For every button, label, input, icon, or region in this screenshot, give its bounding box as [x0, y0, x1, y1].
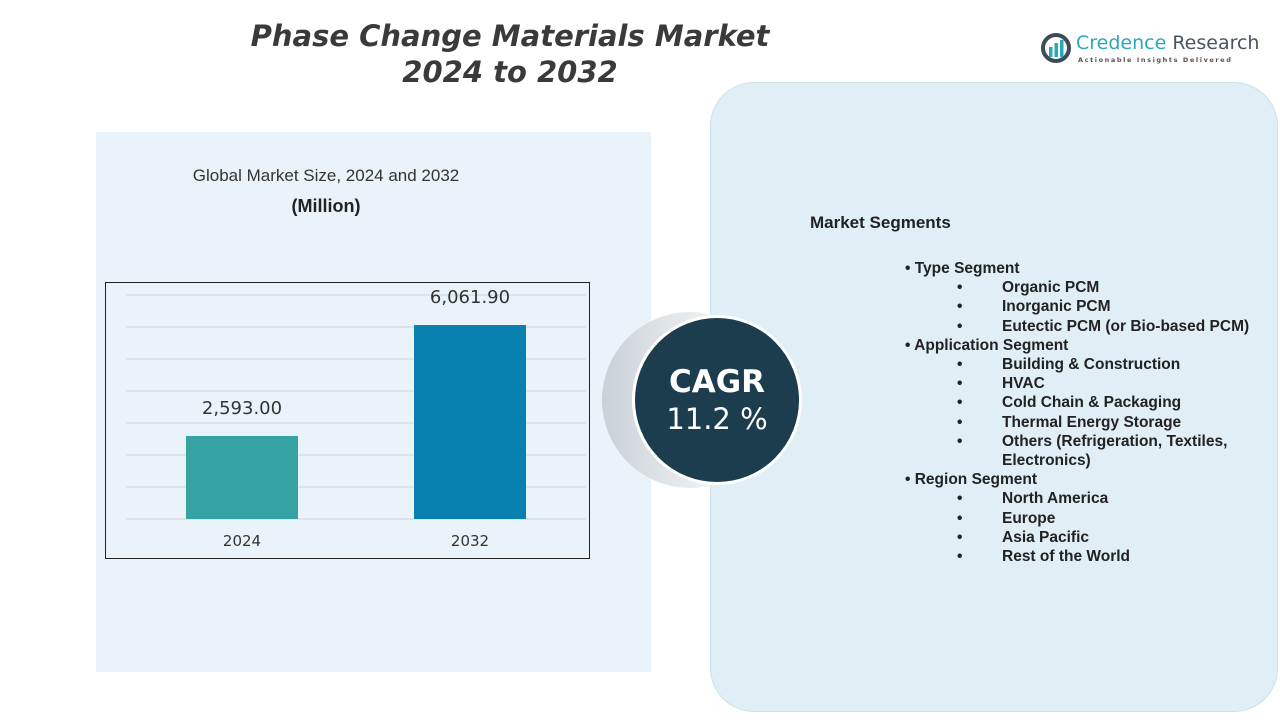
- logo: Credence Research Actionable Insights De…: [1040, 30, 1270, 70]
- bar-chart-svg: 2,593.00 2024 6,061.90 2032: [126, 287, 586, 550]
- data-label: 2,593.00: [202, 398, 282, 419]
- x-tick-label: 2024: [223, 532, 261, 550]
- bullet: •: [905, 471, 915, 489]
- cagr-label: CAGR: [668, 364, 766, 400]
- segment-item: • Organic PCM: [905, 278, 1275, 297]
- data-label: 6,061.90: [430, 287, 510, 308]
- logo-tagline: Actionable Insights Delivered: [1078, 56, 1233, 64]
- bullet: •: [957, 317, 963, 335]
- segment-item: • Eutectic PCM (or Bio-based PCM): [905, 317, 1275, 336]
- bullet: •: [957, 528, 963, 546]
- bullet: •: [957, 490, 963, 508]
- segment-group-name: Region Segment: [914, 471, 1038, 489]
- cagr-badge: CAGR 11.2 %: [632, 315, 802, 485]
- segment-item: • Asia Pacific: [905, 528, 1275, 547]
- segment-item-label: Others (Refrigeration, Textiles, Electro…: [1002, 432, 1228, 470]
- bullet: •: [957, 375, 963, 393]
- segment-item-label: Rest of the World: [1002, 548, 1131, 566]
- logo-icon: [1041, 33, 1071, 63]
- bullet: •: [957, 298, 963, 316]
- segment-item-label: Building & Construction: [1002, 356, 1181, 374]
- bar-chart: 2,593.00 2024 6,061.90 2032: [105, 282, 590, 559]
- segment-item-label: Eutectic PCM (or Bio-based PCM): [1002, 317, 1250, 335]
- chart-unit: (Million): [291, 196, 361, 216]
- cagr-value: 11.2 %: [666, 402, 768, 436]
- segment-item: • Inorganic PCM: [905, 297, 1275, 316]
- bullet: •: [957, 548, 963, 566]
- segment-group-name: Type Segment: [914, 260, 1020, 277]
- segment-item: • Rest of the World: [905, 547, 1275, 566]
- chart-subtitle: Global Market Size, 2024 and 2032: [192, 166, 460, 185]
- segment-item: • Europe: [905, 509, 1275, 528]
- bullet: •: [957, 394, 963, 412]
- bullet: •: [905, 336, 915, 354]
- segment-item-label: HVAC: [1002, 375, 1045, 393]
- bar-2024: [186, 436, 298, 519]
- logo-name: Credence Research: [1076, 32, 1260, 54]
- page-title: Phase Change Materials Market 2024 to 20…: [230, 18, 790, 90]
- segment-item: • Cold Chain & Packaging: [905, 393, 1275, 412]
- bar-2032: [414, 325, 526, 519]
- bullet: •: [957, 432, 963, 450]
- segment-item-label: Organic PCM: [1002, 279, 1100, 297]
- bullet: •: [957, 413, 963, 431]
- segment-item-label: Cold Chain & Packaging: [1002, 394, 1182, 412]
- segment-item-label: Thermal Energy Storage: [1002, 413, 1182, 431]
- bullet: •: [957, 509, 963, 527]
- segment-group-heading: • Region Segment: [905, 470, 1275, 489]
- title-line-1: Phase Change Materials Market: [250, 19, 770, 53]
- segment-item-label: Europe: [1002, 509, 1056, 527]
- x-tick-label: 2032: [451, 532, 489, 550]
- segment-item: • Building & Construction: [905, 355, 1275, 374]
- segment-item: • Others (Refrigeration, Textiles, Electr…: [905, 432, 1275, 470]
- segment-group-heading: • Type Segment: [905, 259, 1275, 278]
- title-line-2: 2024 to 2032: [402, 55, 618, 89]
- segment-item-label: Asia Pacific: [1002, 528, 1090, 546]
- segment-group-heading: • Application Segment: [905, 336, 1275, 355]
- segment-item: • HVAC: [905, 374, 1275, 393]
- segment-item: • North America: [905, 489, 1275, 508]
- segment-item: • Thermal Energy Storage: [905, 413, 1275, 432]
- segments-panel: [710, 82, 1278, 712]
- chart-panel: [96, 132, 651, 672]
- segments-title: Market Segments: [810, 213, 951, 232]
- bullet: •: [905, 260, 915, 277]
- segments-list: • Type Segment • Organic PCM • Inorganic PCM…: [905, 259, 1275, 566]
- segment-item-label: North America: [1002, 490, 1109, 508]
- bullet: •: [957, 279, 963, 297]
- segment-group-name: Application Segment: [914, 336, 1069, 354]
- segment-item-label: Inorganic PCM: [1002, 298, 1111, 316]
- bullet: •: [957, 356, 963, 374]
